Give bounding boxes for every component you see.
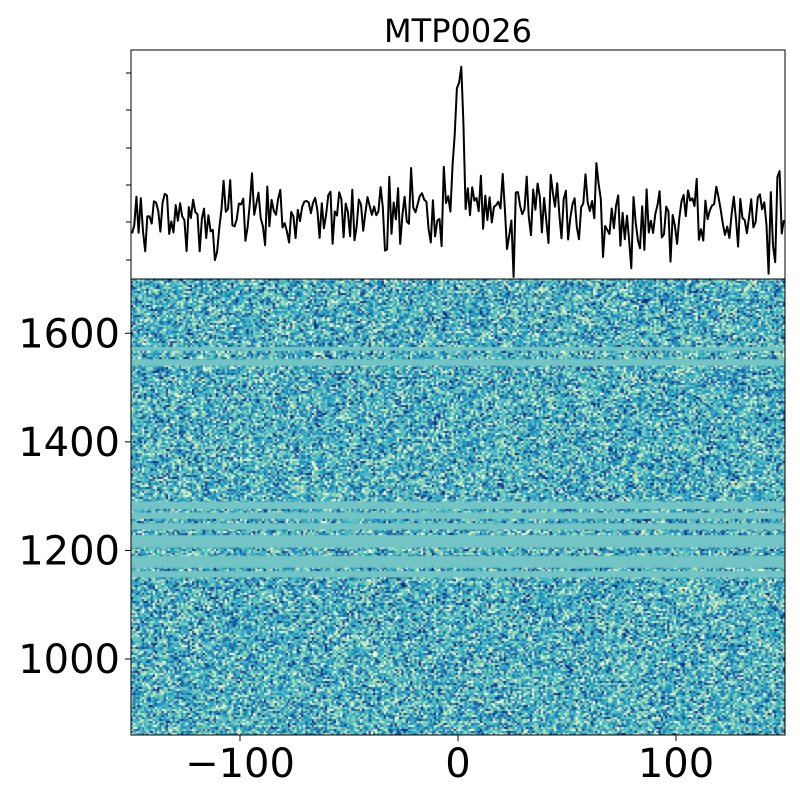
waterfall-heatmap (131, 279, 785, 735)
y-axis-ticks: 1000 1200 1400 1600 (18, 311, 131, 683)
y-tick-label: 1400 (18, 420, 120, 466)
heatmap-image (131, 279, 785, 735)
chart-title: MTP0026 (384, 12, 532, 50)
y-tick-label: 1200 (18, 528, 120, 574)
profile-panel (126, 49, 786, 280)
waterfall-panel: −100 0 100 1000 1200 1400 1600 (18, 278, 786, 787)
x-tick-label: −100 (185, 741, 295, 787)
x-axis-ticks: −100 0 100 (185, 735, 714, 787)
x-tick-label: 0 (445, 741, 470, 787)
y-tick-label: 1000 (18, 637, 120, 683)
profile-series-line (131, 65, 785, 278)
x-tick-label: 100 (638, 741, 714, 787)
profile-y-ticks (126, 72, 131, 261)
y-tick-label: 1600 (18, 311, 120, 357)
